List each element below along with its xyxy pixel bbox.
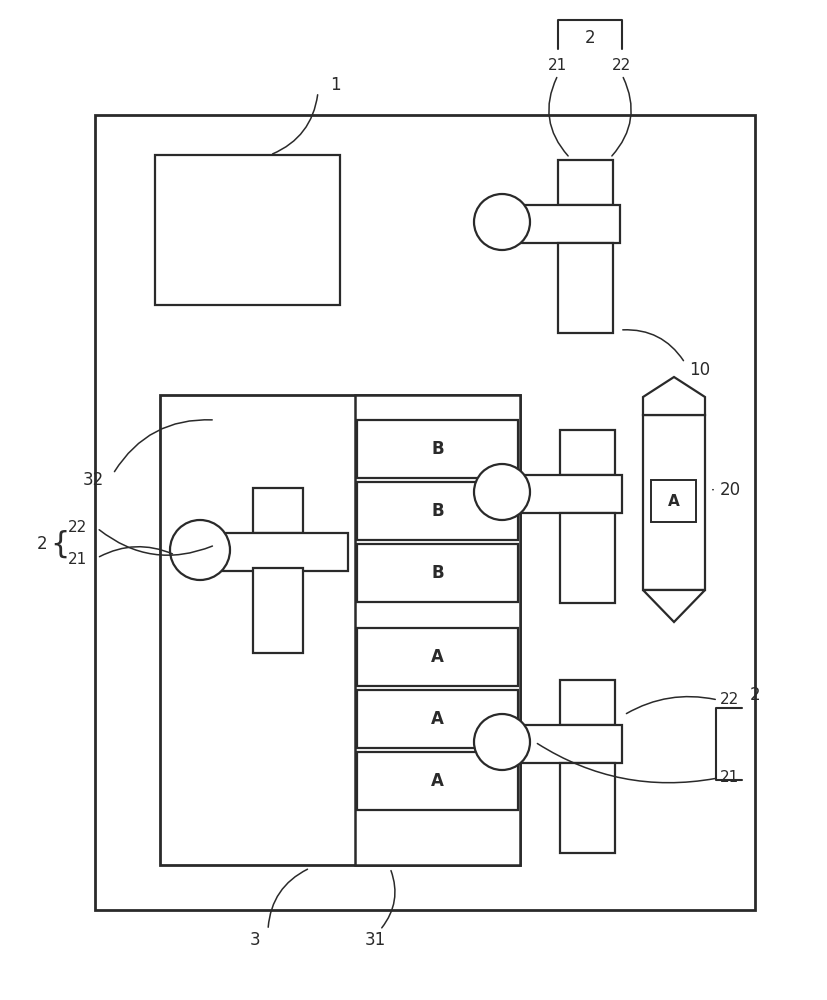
Bar [356,628,518,686]
Circle shape [170,520,230,580]
Text: B: B [431,440,443,458]
Bar [253,568,303,653]
Bar [356,482,518,540]
Bar [521,725,621,763]
Text: 1: 1 [329,76,340,94]
Circle shape [473,194,529,250]
Text: A: A [431,648,443,666]
Bar [356,544,518,602]
Bar [643,415,704,590]
Text: A: A [431,710,443,728]
Text: 2: 2 [748,686,759,704]
Bar [160,395,519,865]
Bar [521,475,621,513]
Bar [559,513,614,603]
Text: A: A [431,772,443,790]
Text: 22: 22 [612,57,631,73]
Bar [559,430,614,475]
Polygon shape [643,590,704,622]
Text: 22: 22 [719,692,739,708]
Polygon shape [643,377,704,415]
Text: 10: 10 [689,361,710,379]
Text: 3: 3 [250,931,260,949]
Text: B: B [431,564,443,582]
Text: 21: 21 [547,57,567,73]
Text: 22: 22 [69,520,88,536]
Bar [557,243,612,333]
Bar [253,488,303,533]
Circle shape [473,714,529,770]
Text: 31: 31 [364,931,385,949]
Circle shape [473,464,529,520]
Bar [356,420,518,478]
Text: A: A [667,493,679,508]
Bar [356,752,518,810]
Bar [95,115,754,910]
Bar [559,680,614,725]
Text: 2: 2 [36,535,47,553]
Bar [356,690,518,748]
Bar [519,205,619,243]
Text: B: B [431,502,443,520]
Bar [155,155,340,305]
Text: 2: 2 [584,29,595,47]
Bar [215,533,347,571]
Bar [557,160,612,205]
Text: 21: 21 [719,770,739,786]
Bar [650,480,696,522]
Text: 20: 20 [719,481,739,499]
Text: 21: 21 [69,552,88,568]
Text: {: { [50,530,69,558]
Text: 32: 32 [82,471,103,489]
Bar [355,395,519,865]
Bar [559,763,614,853]
